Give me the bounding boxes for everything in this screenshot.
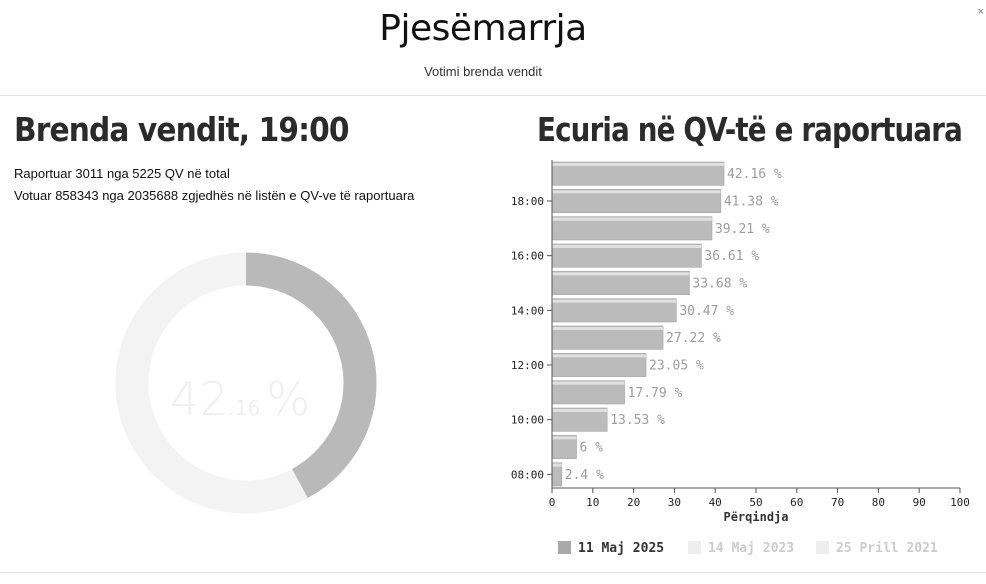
donut-percent-sign: % [266,372,311,426]
x-tick-label: 70 [831,496,844,509]
y-tick-label: 12:00 [511,359,544,372]
legend-swatch [688,541,701,554]
turnout-bar-chart: 2.4 % 6 % 13.53 % 17.79 % 23.05 % 27.22 % 30.4… [511,160,970,524]
y-tick-label: 14:00 [511,304,544,317]
left-panel-heading: Brenda vendit, 19:00 [14,110,350,149]
x-tick-label: 0 [549,496,556,509]
x-tick-label: 80 [872,496,885,509]
data-label: 13.53 % [610,413,665,428]
chart-bar-highlight [552,217,712,221]
legend-item-25-prill-2021[interactable]: 25 Prill 2021 [816,541,938,556]
donut-fill-arc [245,252,377,498]
voted-count-text: Votuar 858343 nga 2035688 zgjedhës në li… [14,188,415,203]
data-label: 39.21 % [715,222,770,237]
close-icon[interactable]: × [977,6,984,18]
legend-label: 11 Maj 2025 [578,541,665,556]
chart-bar-highlight [552,190,721,194]
chart-bar-highlight [552,245,702,248]
legend-item-14-maj-2023[interactable]: 14 Maj 2023 [688,541,794,556]
x-tick-label: 30 [668,496,681,509]
legend-label: 25 Prill 2021 [836,541,938,556]
turnout-donut [115,252,377,514]
chart-bar-highlight [552,354,647,358]
data-label: 17.79 % [628,386,683,401]
legend-swatch [816,541,829,554]
x-tick-label: 40 [709,496,722,509]
data-label: 36.61 % [704,249,759,264]
y-tick-label: 16:00 [511,250,544,263]
bottom-divider [0,572,986,573]
x-tick-label: 10 [586,496,599,509]
data-label: 41.38 % [724,195,779,210]
data-label: 2.4 % [565,468,604,483]
right-panel-heading: Ecuria në QV-të e raportuara [537,110,963,149]
y-tick-label: 10:00 [511,414,544,427]
page-header: Pjesëmarrja Votimi brenda vendit × [0,0,986,96]
y-tick-label: 08:00 [511,468,544,481]
donut-percent-label: 42.16% [170,372,330,426]
chart-bar-highlight [552,381,625,385]
chart-bar-highlight [552,163,725,166]
x-axis-title: Përqindja [723,510,788,524]
data-label: 27.22 % [666,331,721,346]
x-tick-label: 60 [790,496,803,509]
data-label: 42.16 % [727,167,782,182]
legend-label: 14 Maj 2023 [708,541,795,556]
x-tick-label: 100 [950,496,970,509]
chart-bar-highlight [552,409,608,412]
legend-item-11-maj-2025[interactable]: 11 Maj 2025 [558,541,664,556]
data-label: 6 % [579,441,603,456]
y-tick-label: 18:00 [511,195,544,208]
chart-bar-highlight [552,436,577,440]
donut-percent-integer: 42 [170,372,229,426]
page-title: Pjesëmarrja [379,8,587,49]
x-tick-label: 50 [749,496,762,509]
data-label: 30.47 % [679,304,734,319]
chart-bar-highlight [552,299,677,303]
reported-stations-text: Raportuar 3011 nga 5225 QV në total [14,166,230,181]
chart-bar-highlight [552,463,562,467]
data-label: 33.68 % [692,277,747,292]
page-subtitle: Votimi brenda vendit [424,64,542,79]
donut-percent-decimal: .16 [228,396,261,420]
x-tick-label: 90 [913,496,926,509]
chart-bar-highlight [552,272,690,276]
chart-bar-highlight [552,327,664,330]
legend-swatch [558,541,571,554]
data-label: 23.05 % [649,359,704,374]
x-tick-label: 20 [627,496,640,509]
